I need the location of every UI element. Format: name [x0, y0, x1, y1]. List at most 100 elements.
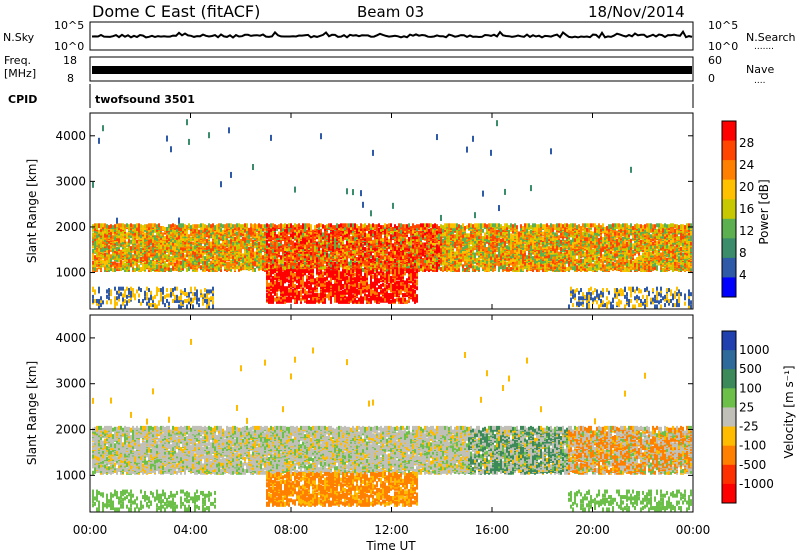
cell: [184, 299, 186, 303]
cell: [98, 287, 100, 291]
cell: [140, 288, 142, 292]
cell: [326, 273, 328, 277]
cell: [320, 296, 322, 300]
cell: [276, 298, 278, 302]
cell: [314, 256, 316, 260]
cell: [270, 223, 272, 227]
cell: [342, 284, 344, 288]
cell: [340, 300, 342, 304]
cell: [346, 252, 348, 256]
cell: [118, 263, 120, 267]
cell: [364, 269, 366, 273]
cell: [110, 299, 112, 303]
cell: [106, 260, 108, 264]
cell: [368, 233, 370, 237]
cell: [176, 240, 178, 244]
cell: [308, 281, 310, 285]
cell: [346, 296, 348, 300]
cell: [226, 248, 228, 252]
cell: [296, 298, 298, 302]
cell: [184, 254, 186, 258]
cell: [182, 264, 184, 268]
cell: [284, 262, 286, 266]
cell: [368, 271, 370, 275]
date-label: 18/Nov/2014: [588, 3, 685, 21]
cell: [272, 295, 274, 299]
cell: [168, 302, 170, 306]
cell: [366, 270, 368, 274]
noise-right-tick-bottom: 10^0: [708, 40, 738, 53]
cell: [166, 254, 168, 258]
cell: [164, 246, 166, 250]
cell: [276, 225, 278, 229]
cell: [292, 232, 294, 236]
cell: [268, 243, 270, 247]
cell: [190, 298, 192, 302]
cell: [214, 225, 216, 229]
cell: [190, 225, 192, 229]
cell: [194, 252, 196, 256]
cell: [296, 232, 298, 236]
cell: [288, 279, 290, 283]
cell: [290, 264, 292, 268]
cell: [208, 242, 210, 246]
cell: [216, 245, 218, 249]
cell: [196, 298, 198, 302]
cell: [192, 261, 194, 265]
cell: [298, 291, 300, 295]
cell: [208, 302, 210, 306]
cell: [162, 258, 164, 262]
cell: [328, 281, 330, 285]
cell: [370, 259, 372, 263]
cell: [372, 270, 374, 274]
cell: [304, 282, 306, 286]
cell: [286, 224, 288, 228]
cell: [102, 223, 104, 227]
cell: [138, 287, 140, 291]
cell: [284, 270, 286, 274]
cell: [118, 239, 120, 243]
cell: [358, 269, 360, 273]
cell: [158, 249, 160, 253]
cell: [332, 225, 334, 229]
cell: [276, 273, 278, 277]
cell: [184, 292, 186, 296]
cell: [124, 294, 126, 298]
cell: [230, 172, 232, 178]
cell: [274, 290, 276, 294]
cell: [362, 202, 364, 208]
cell: [132, 288, 134, 292]
cell: [292, 274, 294, 278]
cell: [362, 224, 364, 228]
cell: [366, 225, 368, 229]
cell: [112, 268, 114, 272]
cell: [364, 295, 366, 299]
cell: [108, 292, 110, 296]
cell: [102, 125, 104, 131]
cell: [158, 243, 160, 247]
cell: [242, 245, 244, 249]
noise-left-tick-top: 10^5: [54, 19, 84, 32]
cell: [226, 262, 228, 266]
cell: [356, 224, 358, 228]
cell: [274, 246, 276, 250]
cell: [212, 296, 214, 300]
cell: [304, 227, 306, 231]
cell: [134, 224, 136, 228]
cell: [212, 223, 214, 227]
cell: [330, 223, 332, 227]
cell: [346, 276, 348, 280]
cell: [242, 224, 244, 228]
cell: [102, 260, 104, 264]
cell: [150, 223, 152, 227]
cell: [314, 225, 316, 229]
cell: [346, 223, 348, 227]
cell: [186, 225, 188, 229]
cell: [366, 294, 368, 298]
cell: [286, 278, 288, 282]
cell: [186, 292, 188, 296]
cell: [306, 223, 308, 227]
cell: [256, 224, 258, 228]
cell: [248, 228, 250, 232]
cell: [124, 299, 126, 303]
